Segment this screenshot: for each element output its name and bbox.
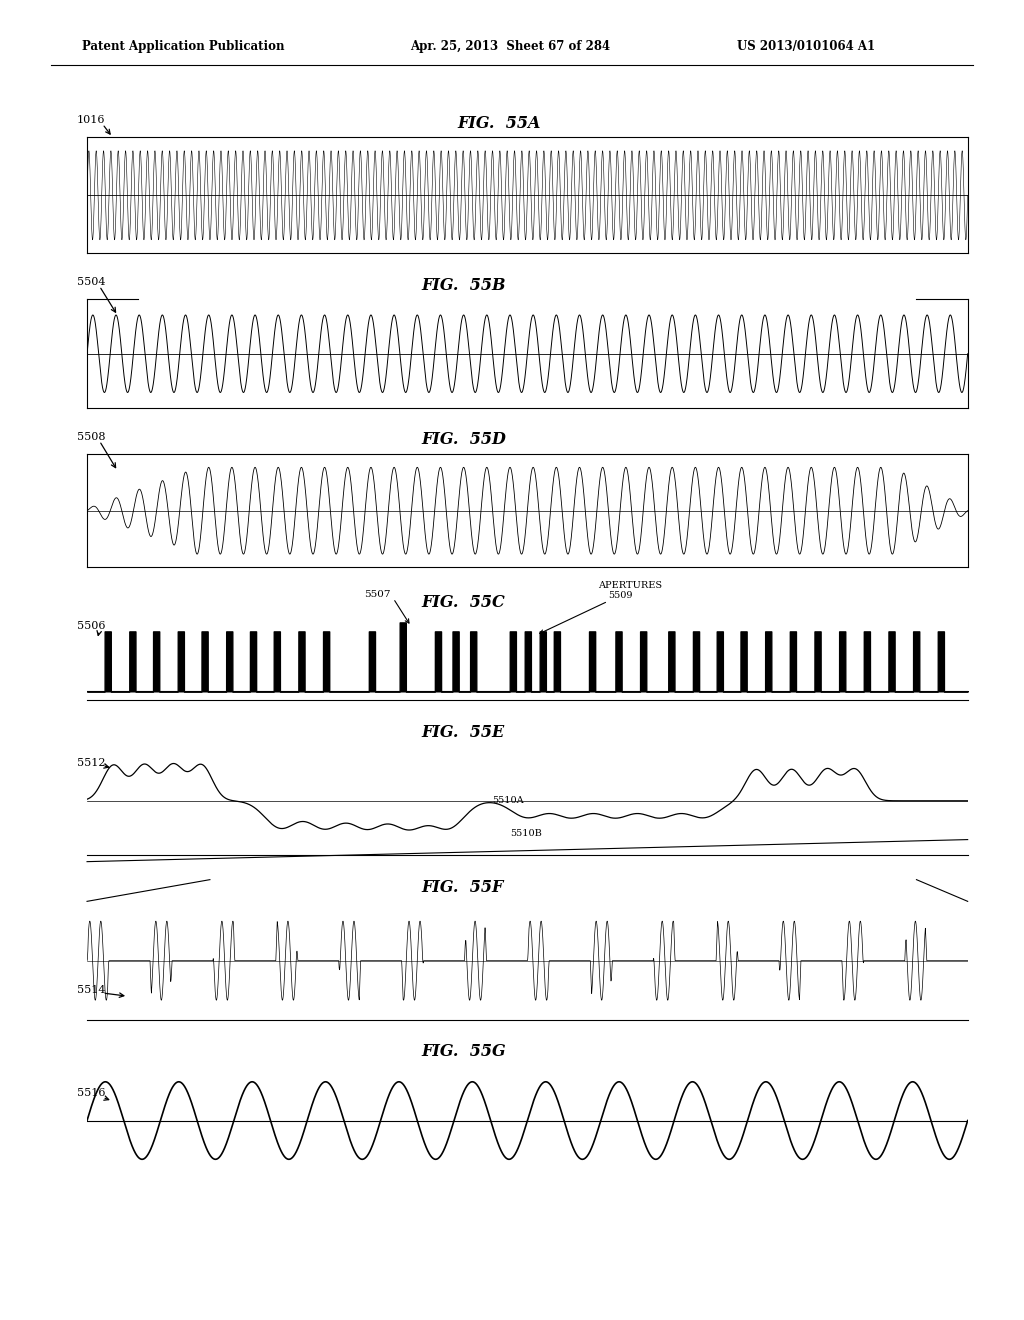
Text: FIG.  55B: FIG. 55B [422, 277, 506, 293]
Text: Patent Application Publication: Patent Application Publication [82, 40, 285, 53]
Text: FIG.  55F: FIG. 55F [422, 879, 504, 895]
Text: FIG.  55A: FIG. 55A [457, 115, 541, 132]
Text: 5508: 5508 [77, 432, 105, 442]
Text: FIG.  55C: FIG. 55C [422, 594, 506, 611]
Text: 5509: 5509 [608, 591, 633, 601]
Text: FIG.  55E: FIG. 55E [422, 723, 505, 741]
Text: 1016: 1016 [77, 115, 105, 125]
Text: US 2013/0101064 A1: US 2013/0101064 A1 [737, 40, 876, 53]
Text: 5507: 5507 [364, 590, 390, 599]
Text: FIG.  55D: FIG. 55D [422, 432, 507, 449]
Text: 5512: 5512 [77, 758, 105, 768]
Text: Apr. 25, 2013  Sheet 67 of 284: Apr. 25, 2013 Sheet 67 of 284 [410, 40, 609, 53]
Text: 5510A: 5510A [493, 796, 523, 805]
Text: APERTURES: APERTURES [598, 581, 662, 590]
Text: 5504: 5504 [77, 277, 105, 286]
Text: 5506: 5506 [77, 622, 105, 631]
Text: 5514: 5514 [77, 985, 105, 995]
Text: FIG.  55G: FIG. 55G [422, 1044, 506, 1060]
Text: 5510B: 5510B [510, 829, 542, 838]
Text: 5516: 5516 [77, 1089, 105, 1098]
